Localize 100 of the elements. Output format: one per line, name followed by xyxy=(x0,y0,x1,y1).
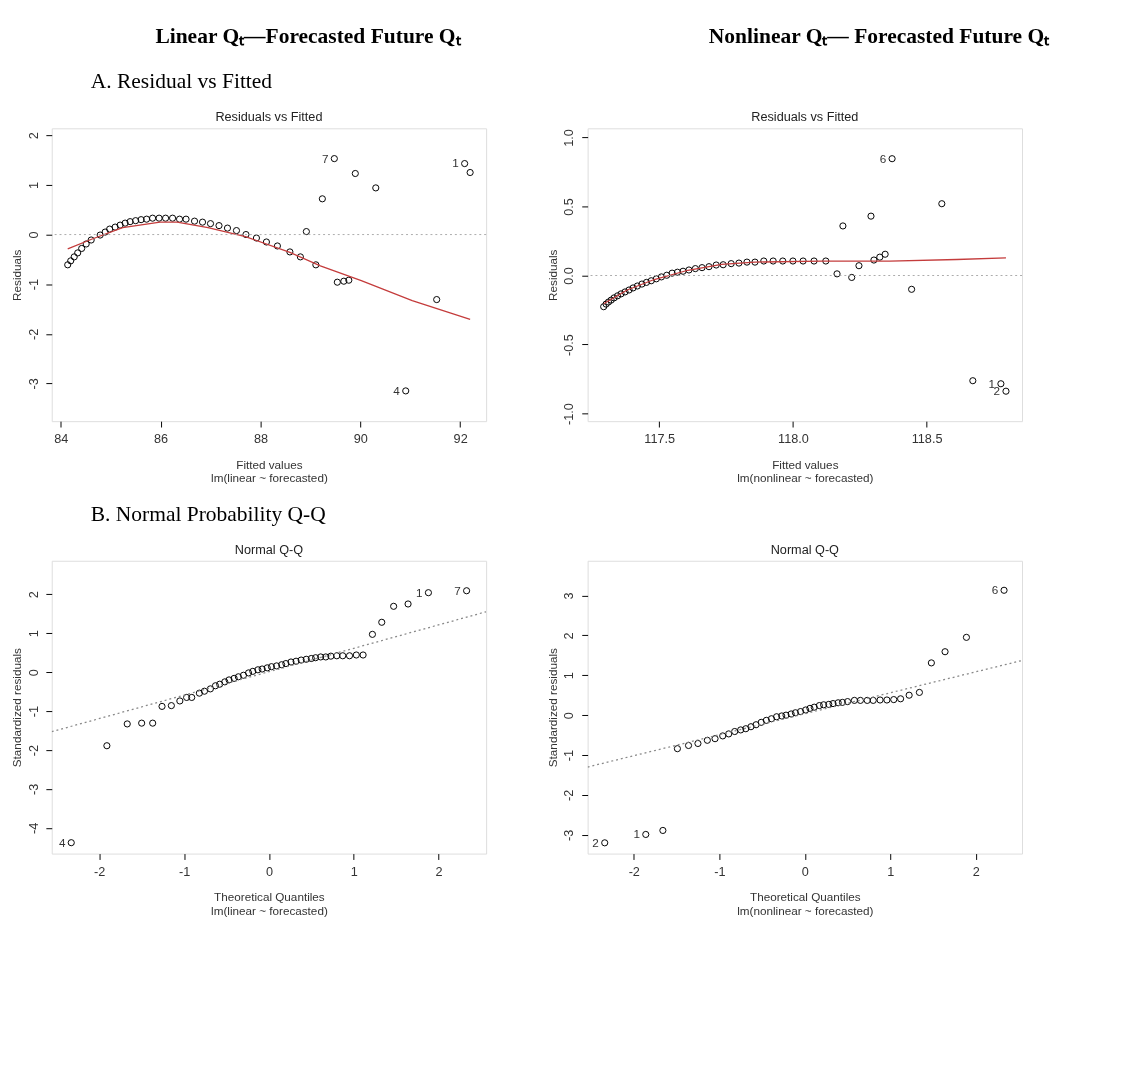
point xyxy=(404,600,412,608)
point xyxy=(762,716,770,724)
point xyxy=(287,658,295,666)
annotation: 1 xyxy=(416,585,423,599)
point xyxy=(602,300,610,308)
point xyxy=(600,303,608,311)
y-tick-label: -1 xyxy=(562,749,577,762)
point xyxy=(74,249,82,257)
y-tick-label: 1 xyxy=(26,181,41,189)
y-tick-label: 1 xyxy=(562,672,577,680)
x-axis-title: Fitted values xyxy=(772,457,839,471)
text: lm(linear ~ forecasted) xyxy=(211,471,328,485)
point xyxy=(863,696,871,704)
point xyxy=(390,602,398,610)
point xyxy=(757,718,765,726)
point xyxy=(244,669,253,677)
text: Linear Qₜ—Forecasted Future Qₜ xyxy=(155,24,462,49)
point xyxy=(175,215,184,223)
point xyxy=(183,693,191,702)
point xyxy=(938,200,946,208)
point xyxy=(1002,387,1010,395)
point xyxy=(254,666,262,674)
point xyxy=(333,652,341,660)
point xyxy=(820,701,828,709)
point xyxy=(694,739,702,748)
annotation: 7 xyxy=(454,583,461,597)
x-axis-title: Fitted values xyxy=(236,457,303,471)
y-tick-label: 0.5 xyxy=(562,198,577,216)
point xyxy=(810,703,818,711)
point xyxy=(106,225,114,233)
point xyxy=(673,745,681,753)
point xyxy=(621,288,629,296)
y-tick-label: -1 xyxy=(26,705,41,718)
x-axis-title: Theoretical Quantiles xyxy=(750,889,861,903)
point xyxy=(601,839,609,847)
point xyxy=(834,699,842,707)
point xyxy=(883,696,891,704)
x-tick-label: 86 xyxy=(154,432,169,447)
point xyxy=(466,168,474,177)
y-axis-title: Residuals xyxy=(545,249,559,301)
y-tick-label: -4 xyxy=(26,822,41,835)
point xyxy=(101,228,109,236)
point xyxy=(330,155,338,163)
point xyxy=(719,732,727,740)
point xyxy=(962,633,970,641)
point xyxy=(773,713,781,721)
point xyxy=(263,664,271,672)
point xyxy=(829,700,837,708)
point xyxy=(760,257,768,265)
point xyxy=(855,262,863,270)
y-tick-label: 0.0 xyxy=(562,267,577,285)
point xyxy=(278,661,286,669)
point xyxy=(969,377,977,385)
point xyxy=(267,663,276,671)
text: lm(nonlinear ~ forecasted) xyxy=(737,903,874,917)
point xyxy=(731,727,739,736)
line-series xyxy=(603,257,1007,305)
point xyxy=(111,223,119,231)
point xyxy=(155,214,163,222)
point xyxy=(604,298,613,306)
point xyxy=(195,689,203,697)
point xyxy=(908,285,916,293)
point xyxy=(607,296,615,304)
point xyxy=(132,217,140,225)
text: lm(linear ~ forecasted) xyxy=(211,903,328,917)
point xyxy=(610,294,618,302)
point xyxy=(239,671,248,679)
point xyxy=(659,826,667,835)
point xyxy=(78,244,86,253)
point xyxy=(273,242,281,250)
point xyxy=(703,736,711,744)
point xyxy=(317,653,325,661)
point xyxy=(782,711,790,719)
y-tick-label: -3 xyxy=(26,783,41,796)
point xyxy=(402,387,410,395)
y-tick-label: -1.0 xyxy=(562,403,577,425)
point xyxy=(791,709,799,717)
point xyxy=(839,222,847,230)
text: B. Normal Probability Q-Q xyxy=(90,501,327,526)
point xyxy=(735,259,743,267)
point xyxy=(242,230,250,239)
point xyxy=(806,704,814,712)
text: lm(nonlinear ~ forecasted) xyxy=(737,471,874,485)
point xyxy=(333,278,341,286)
y-tick-label: -1 xyxy=(26,279,41,291)
point xyxy=(652,275,660,283)
point xyxy=(876,253,884,261)
y-tick-label: -2 xyxy=(562,789,577,802)
y-tick-label: 2 xyxy=(562,632,577,640)
point xyxy=(810,257,818,265)
x-tick-label: 88 xyxy=(253,432,268,447)
point xyxy=(190,217,199,225)
point xyxy=(149,214,157,222)
x-tick-label: 90 xyxy=(353,432,368,447)
point xyxy=(272,662,281,670)
point xyxy=(433,296,441,304)
point xyxy=(87,236,95,244)
point xyxy=(67,839,75,847)
point xyxy=(372,184,380,192)
y-axis-title: Standardized residuals xyxy=(9,647,23,768)
